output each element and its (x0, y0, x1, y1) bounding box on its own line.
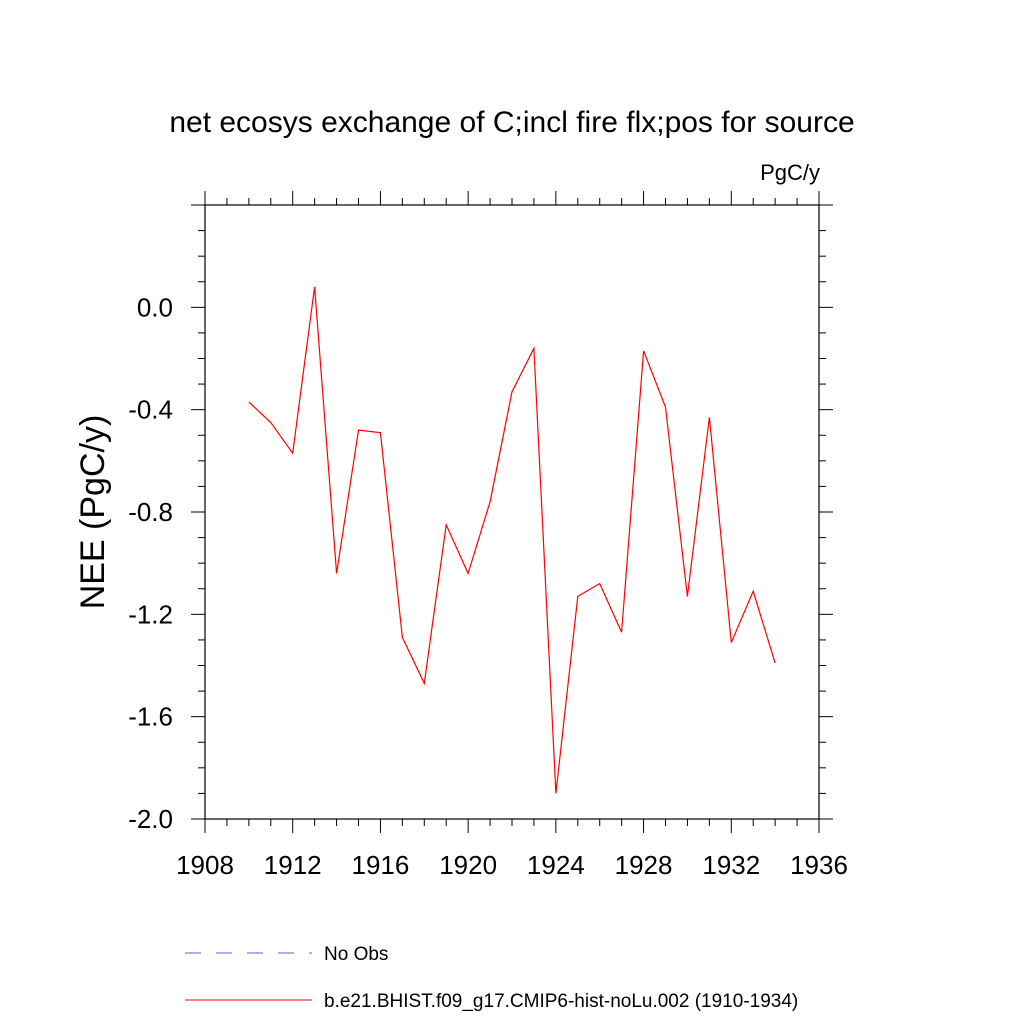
y-tick-label: -0.4 (128, 395, 173, 425)
axis-ticks (191, 191, 833, 833)
chart-title: net ecosys exchange of C;incl fire flx;p… (169, 106, 854, 139)
units-label: PgC/y (760, 160, 820, 185)
axis-tick-labels: 1908 1912 1916 1920 1924 1928 1932 1936 -2.0 -1.6… (128, 292, 848, 880)
series-line (248, 286, 776, 794)
x-tick-label: 1912 (264, 850, 322, 880)
y-axis-label: NEE (PgC/y) (74, 415, 112, 610)
y-tick-label: -1.2 (128, 599, 173, 629)
x-tick-label: 1920 (439, 850, 497, 880)
x-tick-label: 1916 (352, 850, 410, 880)
legend-label: b.e21.BHIST.f09_g17.CMIP6-hist-noLu.002 … (324, 991, 798, 1012)
x-tick-label: 1908 (176, 850, 234, 880)
legend: No Obs b.e21.BHIST.f09_g17.CMIP6-hist-noL… (185, 944, 798, 1012)
legend-label: No Obs (324, 944, 388, 965)
x-tick-label: 1928 (615, 850, 673, 880)
series-layer (248, 286, 776, 794)
y-tick-label: -1.6 (128, 702, 173, 732)
x-tick-label: 1932 (702, 850, 760, 880)
y-tick-label: -0.8 (128, 497, 173, 527)
x-tick-label: 1936 (790, 850, 848, 880)
y-tick-label: -2.0 (128, 804, 173, 834)
x-tick-label: 1924 (527, 850, 585, 880)
y-tick-label: 0.0 (137, 292, 173, 322)
plot-frame (204, 204, 820, 820)
